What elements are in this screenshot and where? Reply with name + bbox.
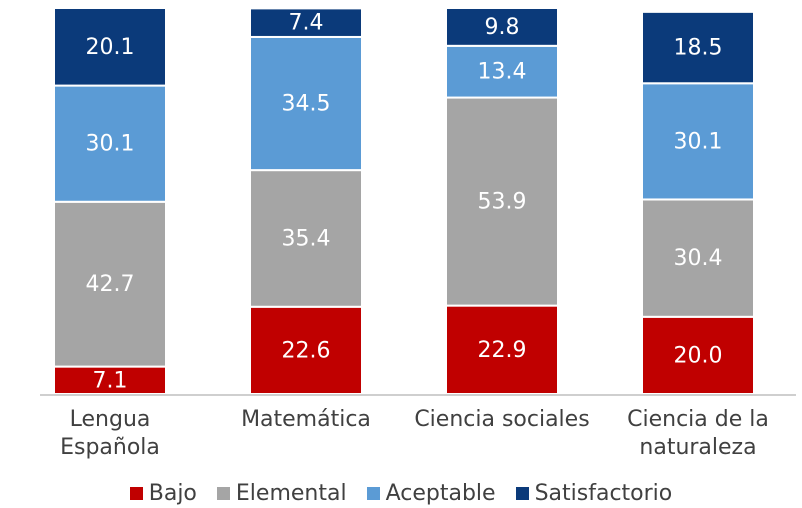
legend-swatch <box>129 487 143 500</box>
data-label: 7.1 <box>93 368 128 393</box>
legend-label: Bajo <box>148 481 197 506</box>
x-tick-label: Lengua Española <box>60 407 160 460</box>
bar-segment <box>53 200 167 368</box>
legend-swatch <box>216 487 230 500</box>
legend: Bajo Elemental Aceptable Satisfactorio <box>0 481 802 506</box>
plot: 7.1 42.7 30.1 20.1 22.6 35.4 34.5 7.4 22.9 53.9 13… <box>40 7 796 396</box>
data-label: 22.9 <box>478 338 527 363</box>
bar-segment <box>445 96 559 307</box>
legend-item: Elemental <box>216 481 347 506</box>
legend-label: Satisfactorio <box>534 481 673 506</box>
x-tick-label: Ciencia sociales <box>414 407 590 432</box>
bar-segment <box>249 305 363 396</box>
data-label: 18.5 <box>674 36 723 61</box>
bar-segment <box>249 169 363 308</box>
bar-segment <box>445 7 559 47</box>
data-label: 53.9 <box>478 190 527 215</box>
legend-swatch <box>366 487 380 500</box>
legend-swatch <box>515 487 529 500</box>
legend-item: Aceptable <box>366 481 496 506</box>
data-label: 34.5 <box>282 92 331 117</box>
bar-segment <box>249 7 363 38</box>
bar-segment <box>641 10 755 85</box>
bar-segment <box>53 7 167 87</box>
x-tick-label: Ciencia de la naturaleza <box>627 407 769 460</box>
bar-segment <box>445 44 559 99</box>
data-label: 35.4 <box>282 226 331 251</box>
data-label: 30.1 <box>86 132 135 157</box>
data-label: 13.4 <box>478 60 527 85</box>
legend-item: Satisfactorio <box>515 481 673 506</box>
data-label: 42.7 <box>86 272 135 297</box>
data-label: 7.4 <box>289 11 324 36</box>
data-label: 30.1 <box>674 129 723 154</box>
data-label: 20.0 <box>674 343 723 368</box>
bar-segment <box>641 315 755 395</box>
bar-segment <box>249 35 363 172</box>
legend-item: Bajo <box>129 481 197 506</box>
data-label: 30.4 <box>674 246 723 271</box>
data-label: 9.8 <box>485 15 520 40</box>
data-label: 22.6 <box>282 338 331 363</box>
bar-segment <box>641 82 755 201</box>
legend-label: Aceptable <box>385 481 496 506</box>
data-label: 20.1 <box>86 35 135 60</box>
bar-segment <box>53 365 167 395</box>
legend-label: Elemental <box>235 481 347 506</box>
bar-segment <box>445 304 559 395</box>
x-tick-label: Matemática <box>241 407 371 432</box>
